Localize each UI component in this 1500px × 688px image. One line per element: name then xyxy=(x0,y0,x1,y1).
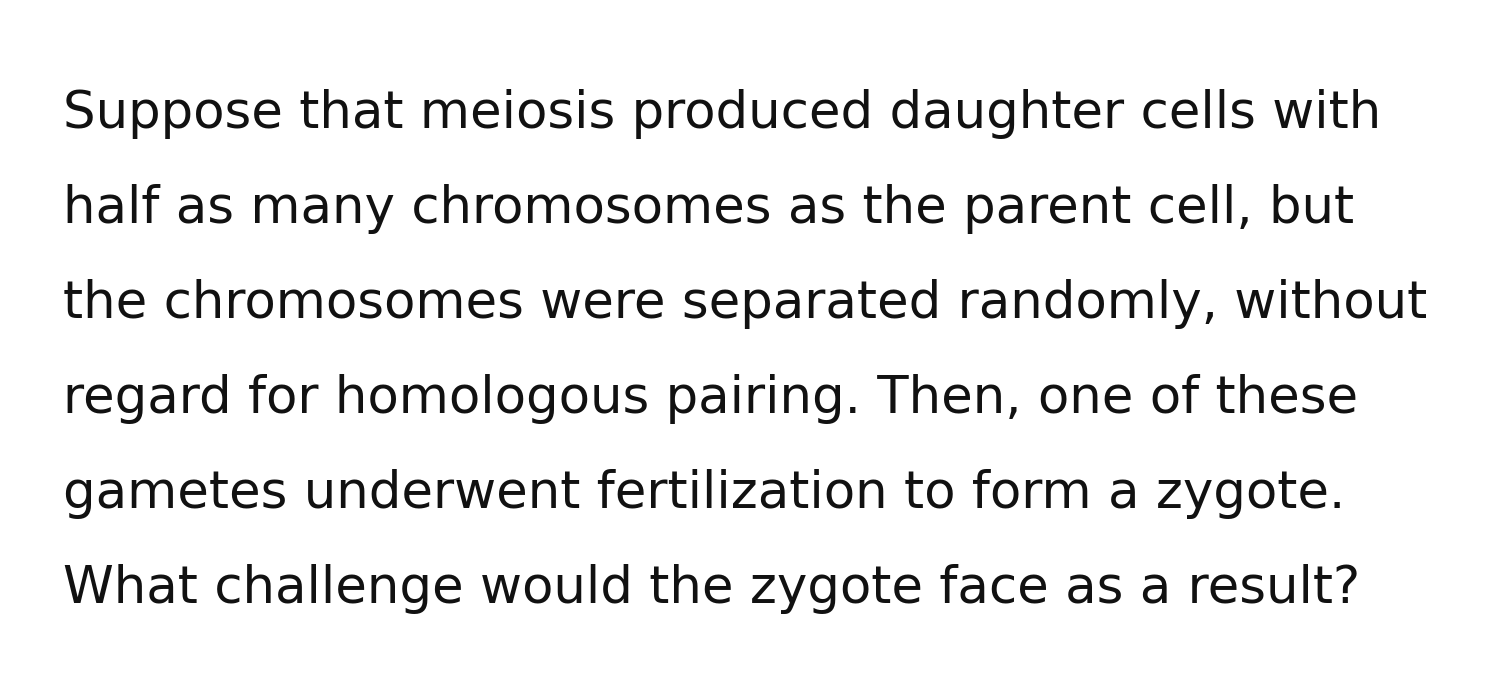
Text: Suppose that meiosis produced daughter cells with: Suppose that meiosis produced daughter c… xyxy=(63,89,1382,140)
Text: the chromosomes were separated randomly, without: the chromosomes were separated randomly,… xyxy=(63,279,1428,330)
Text: half as many chromosomes as the parent cell, but: half as many chromosomes as the parent c… xyxy=(63,184,1354,235)
Text: gametes underwent fertilization to form a zygote.: gametes underwent fertilization to form … xyxy=(63,469,1346,519)
Text: What challenge would the zygote face as a result?: What challenge would the zygote face as … xyxy=(63,564,1360,614)
Text: regard for homologous pairing. Then, one of these: regard for homologous pairing. Then, one… xyxy=(63,374,1358,424)
